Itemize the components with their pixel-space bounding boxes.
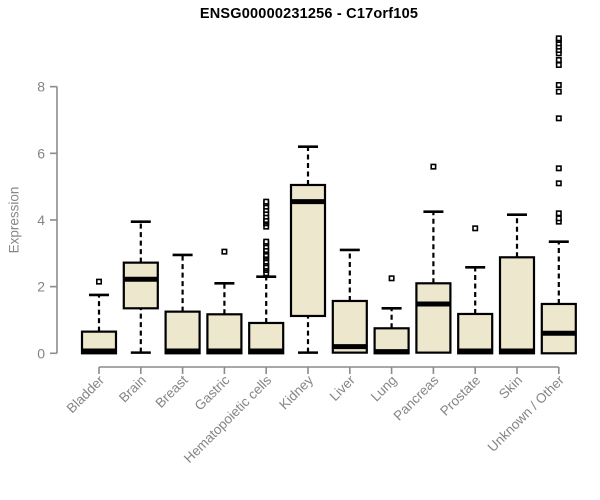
x-tick-label-pancreas: Pancreas <box>391 372 442 423</box>
x-tick-label-brain: Brain <box>116 373 149 406</box>
box <box>331 299 368 354</box>
boxplot-liver <box>331 248 368 354</box>
outlier-point <box>555 56 562 63</box>
outlier-point <box>430 163 437 170</box>
y-tick-label-0: 0 <box>37 345 45 361</box>
boxplot-breast <box>164 253 201 355</box>
x-tick-label-liver: Liver <box>327 372 359 404</box>
outlier-point <box>555 35 562 42</box>
box <box>122 261 159 310</box>
boxplot-brain <box>122 220 159 354</box>
boxplot-hematopoietic-cells <box>248 198 285 355</box>
box <box>289 183 327 318</box>
outlier-point <box>263 198 270 205</box>
outlier-point <box>555 165 562 172</box>
x-tick-label-kidney: Kidney <box>276 372 316 412</box>
boxplot-bladder <box>80 278 118 355</box>
x-tick-label-bladder: Bladder <box>64 372 108 416</box>
outlier-point <box>388 275 395 282</box>
x-tick-label-gastric: Gastric <box>192 372 233 413</box>
x-tick-label-unknown-other: Unknown / Other <box>485 372 568 455</box>
outlier-point <box>472 225 479 232</box>
box <box>206 313 243 355</box>
outlier-point <box>555 210 562 217</box>
boxplot-skin <box>498 213 536 355</box>
outlier-point <box>555 115 562 122</box>
boxplot-prostate <box>457 225 494 355</box>
outlier-point <box>555 81 562 88</box>
y-tick-label-2: 2 <box>37 279 45 295</box>
y-tick-label-8: 8 <box>37 79 45 95</box>
box <box>164 310 201 355</box>
outlier-point <box>555 88 562 95</box>
x-tick-label-breast: Breast <box>153 372 191 410</box>
outlier-point <box>555 61 562 68</box>
box <box>457 312 494 355</box>
box <box>248 321 285 355</box>
box <box>498 256 536 355</box>
outlier-point <box>221 248 228 255</box>
y-tick-label-4: 4 <box>37 212 45 228</box>
outlier-point <box>555 180 562 187</box>
outlier-point <box>555 215 562 222</box>
box <box>415 282 452 354</box>
outlier-point <box>96 278 103 285</box>
chart-title: ENSG00000231256 - C17orf105 <box>199 6 419 22</box>
y-axis: 0 2 4 6 8 <box>37 79 58 361</box>
x-tick-label-prostate: Prostate <box>437 373 483 419</box>
y-tick-label-6: 6 <box>37 145 45 161</box>
boxplot-lung <box>373 275 410 355</box>
x-tick-label-skin: Skin <box>496 373 525 402</box>
boxplot-gastric <box>206 248 243 355</box>
boxplot-kidney <box>289 145 327 354</box>
boxplot-unknown-other <box>540 35 577 355</box>
box <box>540 302 577 355</box>
x-tick-label-lung: Lung <box>368 373 400 405</box>
outlier-point <box>263 238 270 245</box>
boxplot-pancreas <box>415 163 452 354</box>
